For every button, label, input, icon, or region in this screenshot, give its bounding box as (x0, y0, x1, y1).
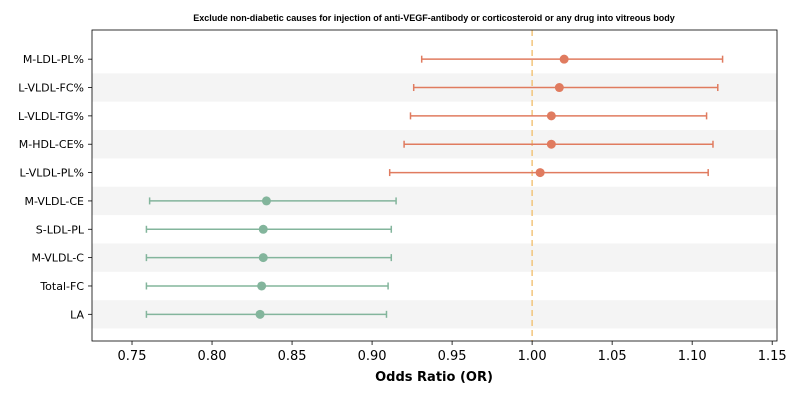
plot-frame (91, 29, 778, 342)
y-tick-label: L-VLDL-FC% (18, 82, 84, 95)
or-point (258, 224, 268, 234)
y-tick-label: M-LDL-PL% (23, 53, 84, 66)
x-tick-label: 0.95 (438, 349, 467, 364)
x-tick-label: 0.80 (198, 349, 227, 364)
y-tick-label: M-VLDL-CE (25, 195, 85, 208)
x-tick-label: 1.10 (678, 349, 707, 364)
or-point (535, 168, 545, 178)
x-axis: 0.75 0.80 0.85 0.90 0.95 1.00 1.05 1.10 1.15 (118, 341, 787, 364)
or-point (255, 309, 265, 319)
x-axis-label: Odds Ratio (OR) (375, 370, 493, 385)
point-estimates (255, 54, 569, 319)
y-tick-label: M-HDL-CE% (19, 138, 84, 151)
y-axis: M-LDL-PL% L-VLDL-FC% L-VLDL-TG% M-HDL-CE% L-… (18, 53, 92, 321)
confidence-intervals (145, 55, 724, 318)
chart-title: Exclude non-diabetic causes for injectio… (193, 13, 675, 23)
or-point (258, 253, 268, 263)
y-tick-label: L-VLDL-PL% (19, 167, 84, 180)
or-point (554, 83, 564, 93)
y-tick-label: LA (70, 308, 84, 321)
or-point (546, 111, 556, 121)
x-tick-label: 1.05 (598, 349, 627, 364)
or-point (559, 54, 569, 64)
x-tick-label: 0.85 (278, 349, 307, 364)
or-point (257, 281, 267, 291)
y-tick-label: S-LDL-PL (36, 223, 85, 236)
x-tick-label: 1.15 (758, 349, 787, 364)
x-tick-label: 1.00 (518, 349, 547, 364)
x-tick-label: 0.90 (358, 349, 387, 364)
y-tick-label: L-VLDL-TG% (18, 110, 84, 123)
y-tick-label: M-VLDL-C (31, 252, 84, 265)
x-tick-label: 0.75 (118, 349, 147, 364)
or-point (261, 196, 271, 206)
y-tick-label: Total-FC (39, 280, 84, 293)
or-point (546, 139, 556, 149)
